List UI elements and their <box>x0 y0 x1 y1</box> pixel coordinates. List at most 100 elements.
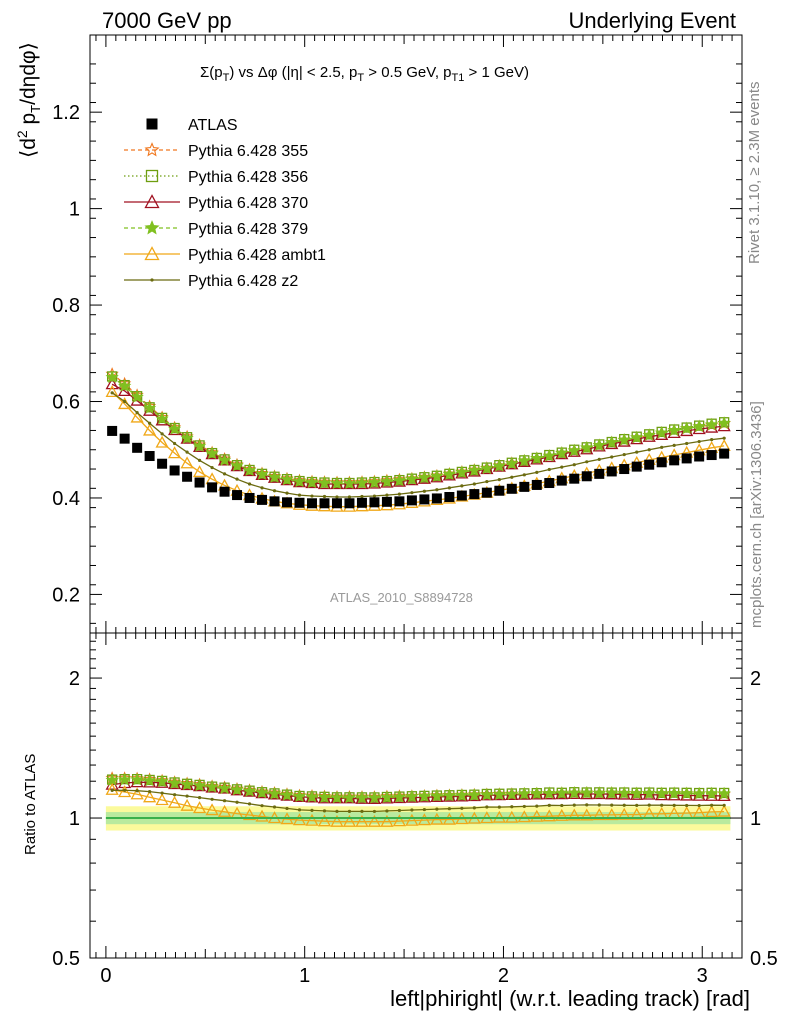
ratio-point <box>617 807 631 820</box>
y-tick-label: 0.6 <box>52 392 80 414</box>
ratio-point <box>168 776 182 789</box>
data-point <box>467 463 481 477</box>
data-point <box>569 473 580 484</box>
ratio-point <box>647 803 651 807</box>
ratio-point <box>168 795 182 808</box>
data-point <box>422 489 426 493</box>
data-point <box>697 439 701 444</box>
data-point <box>310 494 314 498</box>
ratio-point <box>542 786 556 799</box>
mcplots-label: mcplots.cern.ch [arXiv:1306.3436] <box>748 401 765 628</box>
legend-label: Pythia 6.428 z2 <box>188 273 298 290</box>
ratio-point <box>385 809 389 813</box>
data-point <box>157 458 168 469</box>
process-label: Underlying Event <box>568 8 736 33</box>
data-point <box>672 443 676 448</box>
legend-entry: Pythia 6.428 z2 <box>124 273 298 290</box>
ratio-point <box>722 803 726 807</box>
ratio-point <box>197 795 202 800</box>
ratio-point <box>642 786 656 799</box>
ratio-point <box>118 772 132 786</box>
ratio-point <box>442 788 456 802</box>
ratio-point <box>417 813 431 826</box>
legend-entry: Pythia 6.428 370 <box>124 194 308 212</box>
data-point <box>155 412 169 425</box>
data-point <box>656 457 667 468</box>
data-point <box>619 464 630 475</box>
ratio-point <box>705 786 719 800</box>
ratio-point <box>285 806 289 811</box>
ratio-point <box>622 803 626 807</box>
data-point <box>210 465 214 470</box>
data-point <box>480 461 494 475</box>
ratio-point <box>130 772 144 786</box>
y-title-sup: 2 <box>14 130 30 139</box>
x-tick-label: 2 <box>498 965 509 987</box>
data-point <box>205 446 219 460</box>
data-point <box>630 430 644 444</box>
y-tick-label: 1 <box>69 199 80 221</box>
legend-label: ATLAS <box>188 117 238 134</box>
ratio-point <box>322 809 327 813</box>
legend-marker <box>145 169 159 183</box>
x-tick-label: 0 <box>100 965 111 987</box>
data-point <box>367 475 382 489</box>
ratio-point <box>380 790 394 804</box>
legend-marker <box>146 118 158 130</box>
data-point <box>622 452 626 457</box>
data-point <box>417 470 431 484</box>
data-point <box>572 463 576 467</box>
data-point <box>460 484 464 488</box>
ratio-point <box>655 786 669 800</box>
data-point <box>331 498 342 509</box>
data-point <box>555 446 569 459</box>
data-point <box>135 411 139 415</box>
title-pt1-sub: T1 <box>451 72 465 84</box>
ratio-tick-label-right: 1 <box>750 808 761 830</box>
data-point <box>173 441 177 446</box>
data-point <box>244 492 255 503</box>
data-point <box>119 433 130 444</box>
data-point <box>385 493 389 497</box>
ratio-point <box>517 786 531 800</box>
data-point <box>444 492 455 503</box>
ratio-point <box>685 803 689 808</box>
ratio-point <box>480 787 494 801</box>
data-point <box>317 476 332 489</box>
data-point <box>431 493 442 504</box>
ratio-point <box>530 786 544 800</box>
ratio-point <box>185 794 189 798</box>
data-point <box>419 494 430 505</box>
data-point <box>381 496 392 507</box>
data-point <box>105 377 119 390</box>
legend-label: Pythia 6.428 ambt1 <box>188 247 326 264</box>
ratio-point <box>380 814 394 827</box>
data-point <box>168 446 182 459</box>
ratio-point <box>305 813 319 826</box>
ratio-point <box>672 803 676 807</box>
data-point <box>148 421 152 425</box>
data-point <box>597 457 601 461</box>
data-point <box>168 422 182 435</box>
ratio-point <box>567 808 581 821</box>
data-point <box>355 476 369 489</box>
ratio-point <box>292 813 307 826</box>
ratio-point <box>447 807 451 811</box>
y-tick-label: 0.2 <box>52 584 80 606</box>
ratio-point <box>317 790 332 803</box>
ratio-point <box>330 814 344 827</box>
data-point <box>217 453 232 466</box>
ratio-point <box>417 789 431 802</box>
data-point <box>722 436 726 440</box>
ratio-point <box>342 814 357 827</box>
ratio-point <box>267 786 282 800</box>
y-tick-label: 0.8 <box>52 295 80 317</box>
data-point <box>130 390 144 403</box>
ratio-point <box>118 785 132 798</box>
data-point <box>143 423 157 436</box>
ratio-point <box>605 786 619 799</box>
data-point <box>494 485 505 496</box>
ratio-point <box>410 808 414 812</box>
data-point <box>581 471 592 482</box>
ratio-point <box>572 803 576 807</box>
